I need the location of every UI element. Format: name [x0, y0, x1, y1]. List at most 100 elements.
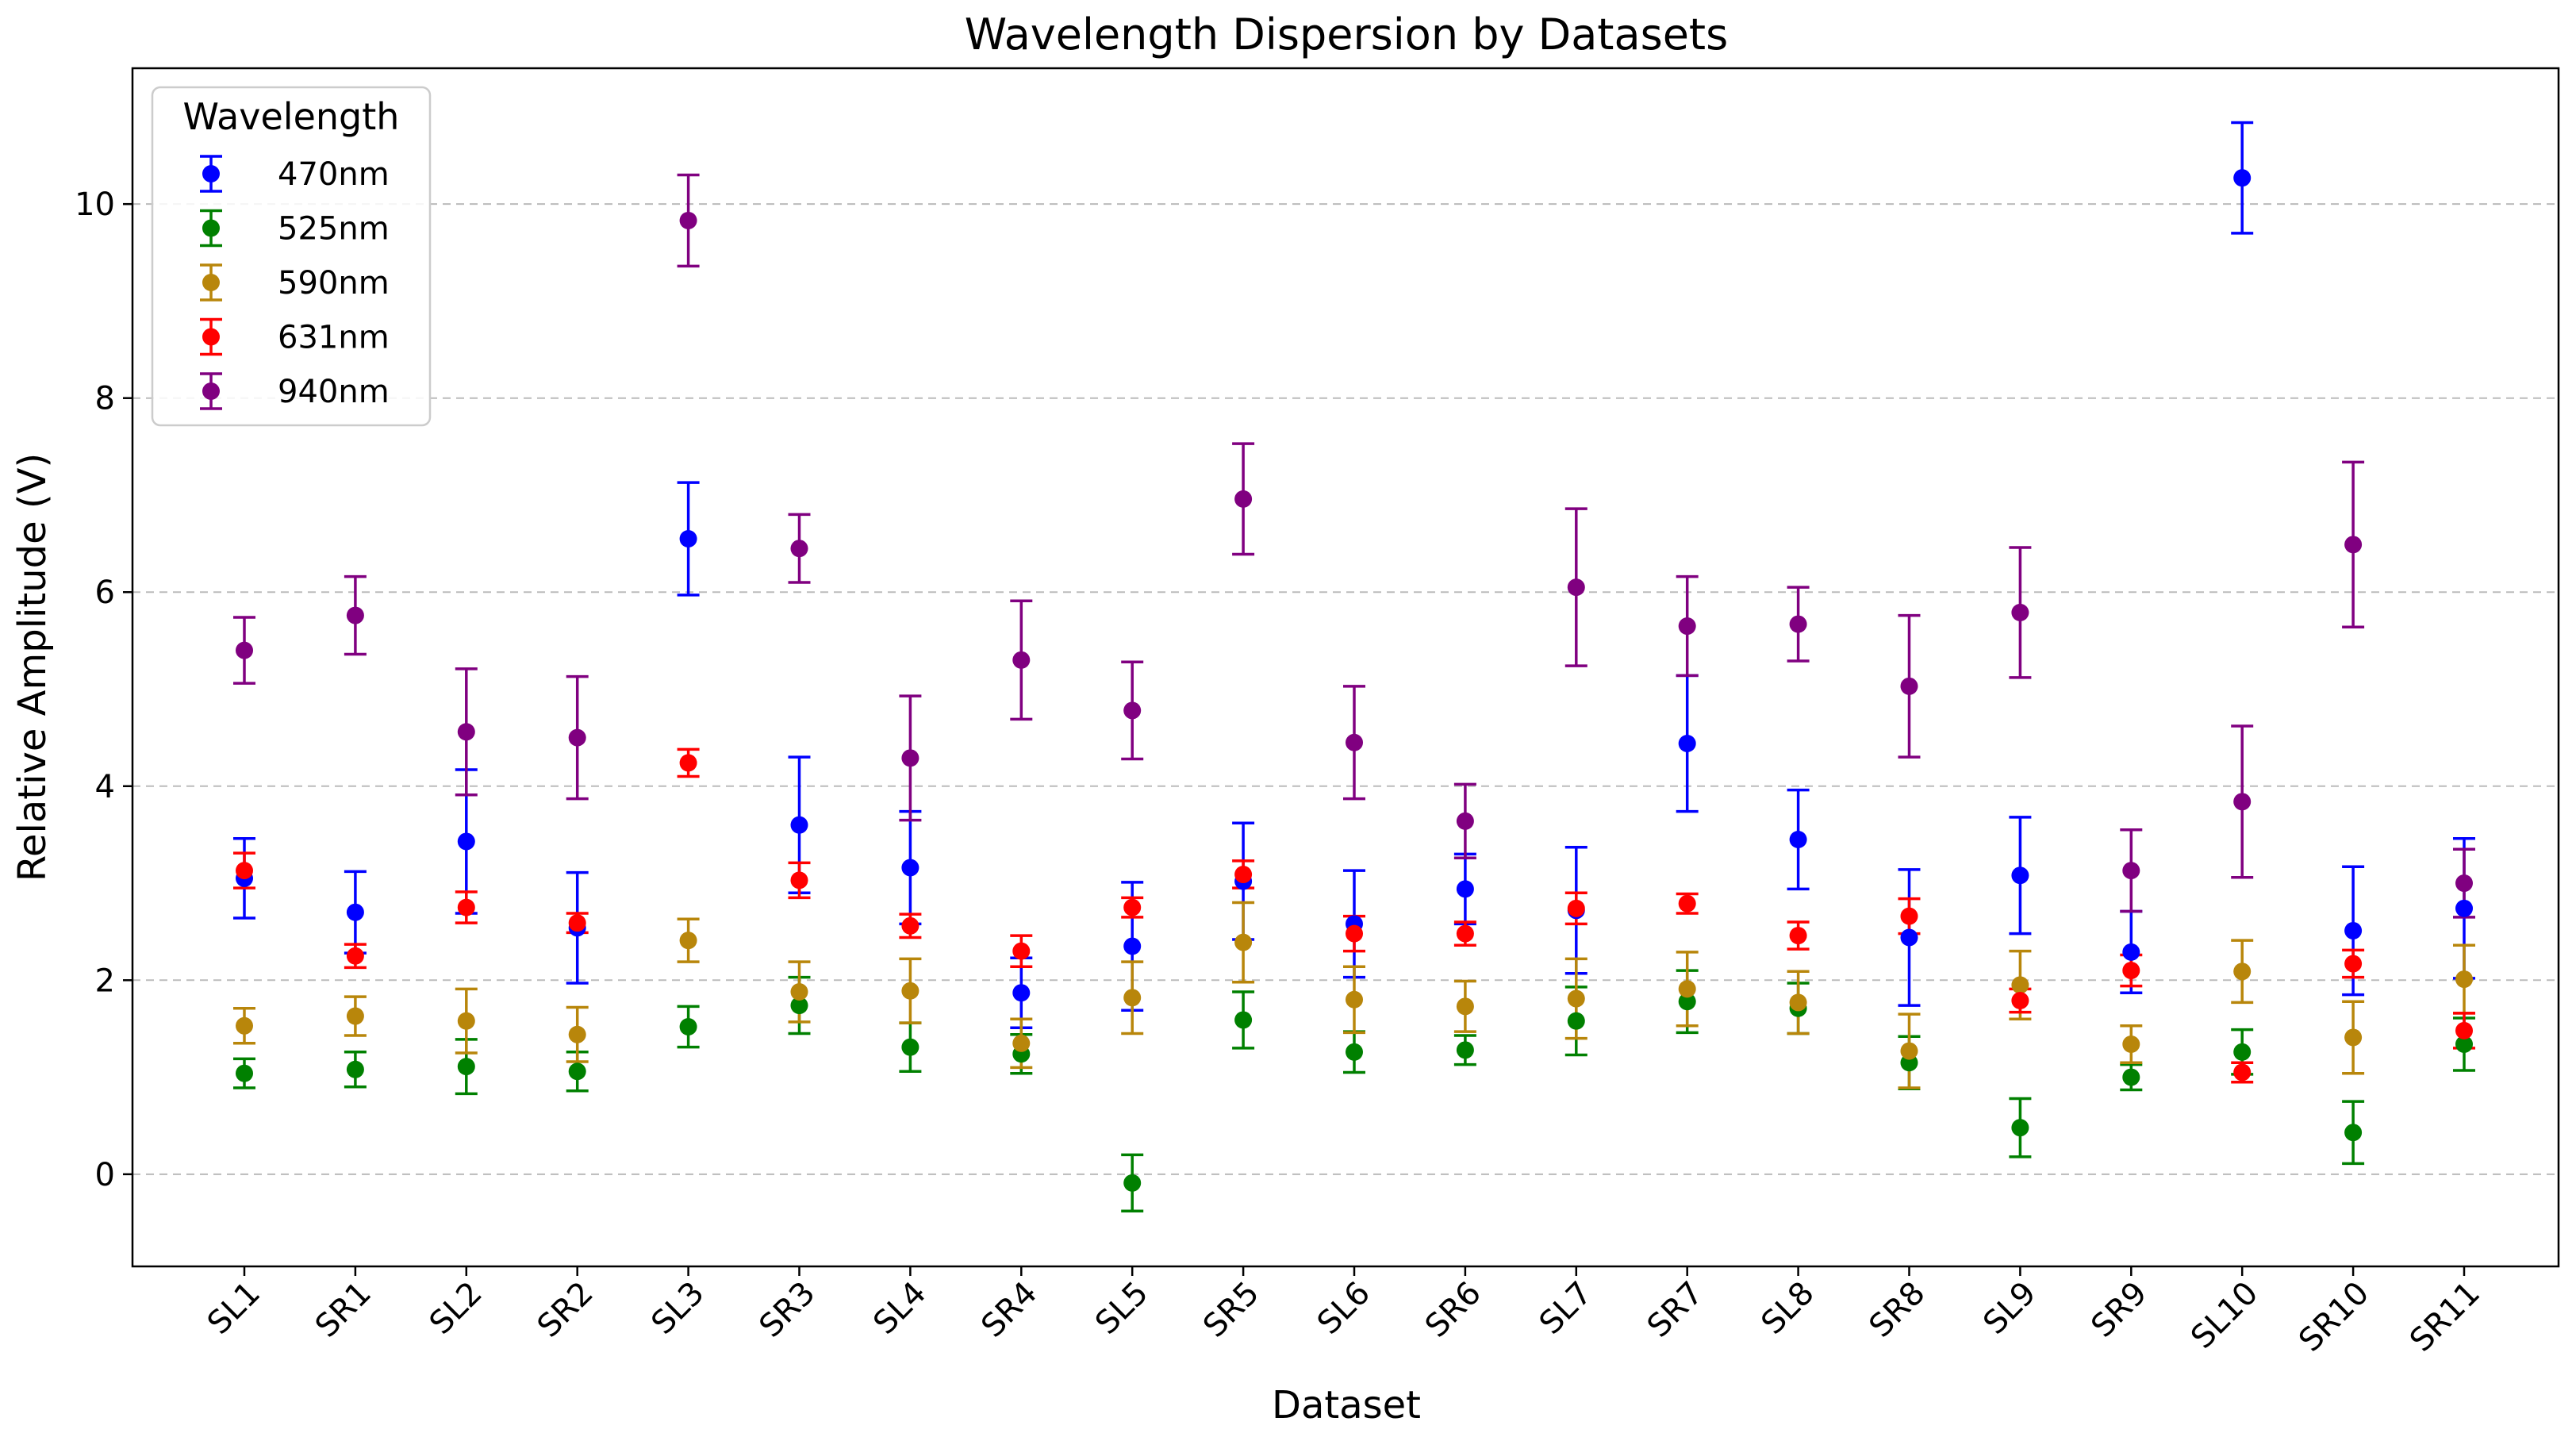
- legend-entry-470nm: 470nm: [200, 155, 390, 193]
- legend-title: Wavelength: [183, 95, 400, 138]
- point-470nm-sr3: [790, 816, 808, 834]
- point-940nm-sl4: [901, 749, 919, 767]
- point-590nm-sl10: [2233, 962, 2252, 981]
- point-470nm-sr9: [2122, 943, 2140, 961]
- point-470nm-sl3: [679, 529, 697, 548]
- point-525nm-sr10: [2344, 1124, 2363, 1142]
- point-631nm-sr6: [1456, 924, 1474, 943]
- point-470nm-sr7: [1678, 734, 1696, 752]
- legend-label: 470nm: [278, 156, 390, 193]
- y-tick-label: 0: [95, 1157, 115, 1193]
- point-940nm-sl8: [1789, 615, 1807, 633]
- point-631nm-sl1: [236, 862, 253, 880]
- point-590nm-sr2: [568, 1025, 586, 1043]
- legend-marker: [202, 219, 220, 237]
- legend-label: 525nm: [278, 211, 390, 248]
- point-590nm-sr6: [1456, 997, 1474, 1016]
- point-631nm-sl2: [457, 898, 475, 916]
- point-470nm-sl9: [2011, 866, 2029, 885]
- point-940nm-sr2: [568, 728, 586, 747]
- point-470nm-sl5: [1123, 937, 1142, 955]
- point-590nm-sr3: [790, 982, 808, 1001]
- point-525nm-sl2: [457, 1058, 475, 1076]
- y-axis-label: Relative Amplitude (V): [10, 453, 55, 882]
- point-940nm-sl9: [2011, 603, 2029, 621]
- point-470nm-sr4: [1012, 984, 1031, 1002]
- point-470nm-sl8: [1789, 831, 1807, 849]
- point-590nm-sr10: [2344, 1028, 2363, 1047]
- point-525nm-sr9: [2122, 1068, 2140, 1086]
- point-631nm-sr3: [790, 871, 808, 889]
- y-tick-label: 2: [95, 962, 115, 999]
- point-525nm-sl3: [679, 1018, 697, 1035]
- point-590nm-sl8: [1789, 993, 1807, 1012]
- point-631nm-sr10: [2344, 955, 2363, 973]
- point-590nm-sl2: [457, 1012, 475, 1030]
- legend-marker: [202, 274, 220, 291]
- point-631nm-sr4: [1012, 942, 1031, 960]
- point-525nm-sr6: [1456, 1041, 1474, 1059]
- point-631nm-sl10: [2233, 1063, 2252, 1082]
- point-940nm-sr6: [1456, 812, 1474, 830]
- legend-label: 940nm: [278, 374, 390, 410]
- point-525nm-sl7: [1567, 1012, 1585, 1030]
- point-590nm-sl6: [1346, 990, 1363, 1009]
- legend-box: [151, 86, 432, 427]
- legend-marker: [202, 165, 220, 183]
- point-590nm-sr8: [1900, 1042, 1918, 1060]
- legend-entries: 470nm 525nm 590nm 631nm 940nm: [200, 155, 390, 410]
- point-940nm-sr7: [1678, 617, 1696, 636]
- point-940nm-sl2: [457, 723, 475, 741]
- point-631nm-sl3: [679, 754, 697, 772]
- point-940nm-sr8: [1900, 677, 1918, 695]
- point-590nm-sr9: [2122, 1035, 2140, 1054]
- point-590nm-sr5: [1234, 933, 1253, 951]
- point-940nm-sl1: [236, 641, 253, 659]
- point-470nm-sr6: [1456, 880, 1474, 898]
- chart-title: Wavelength Dispersion by Datasets: [965, 10, 1728, 60]
- legend-marker: [202, 382, 220, 400]
- point-590nm-sl3: [679, 932, 697, 950]
- y-tick-label: 8: [95, 381, 115, 417]
- point-590nm-sl5: [1123, 989, 1142, 1007]
- point-470nm-sr10: [2344, 921, 2363, 939]
- legend-entry-631nm: 631nm: [200, 317, 390, 356]
- legend: Wavelength 470nm 525nm 590nm 631nm 940nm: [151, 86, 432, 427]
- point-940nm-sr9: [2122, 862, 2140, 880]
- point-590nm-sr11: [2455, 970, 2473, 989]
- point-940nm-sl10: [2233, 793, 2252, 811]
- point-525nm-sr7: [1678, 993, 1696, 1011]
- y-axis-ticks: 0 2 4 6 8 10: [75, 186, 132, 1193]
- point-940nm-sr3: [790, 540, 808, 558]
- legend-label: 590nm: [278, 265, 390, 302]
- point-590nm-sr1: [346, 1007, 364, 1025]
- point-470nm-sl2: [457, 832, 475, 851]
- point-940nm-sr5: [1234, 490, 1253, 508]
- point-590nm-sr7: [1678, 980, 1696, 998]
- point-590nm-sl1: [236, 1016, 253, 1035]
- point-940nm-sl5: [1123, 701, 1142, 720]
- point-631nm-sr5: [1234, 866, 1253, 884]
- point-631nm-sl4: [901, 916, 919, 935]
- x-axis-label: Dataset: [1272, 1383, 1421, 1427]
- point-940nm-sr10: [2344, 536, 2363, 554]
- point-470nm-sl10: [2233, 169, 2252, 187]
- legend-label: 631nm: [278, 320, 390, 356]
- point-631nm-sr9: [2122, 962, 2140, 980]
- point-631nm-sr8: [1900, 907, 1918, 925]
- point-525nm-sr1: [346, 1060, 364, 1078]
- point-631nm-sr2: [568, 914, 586, 932]
- y-tick-label: 4: [95, 769, 115, 805]
- point-525nm-sl6: [1346, 1043, 1363, 1061]
- legend-entry-940nm: 940nm: [200, 372, 390, 410]
- point-631nm-sr11: [2455, 1021, 2473, 1039]
- point-525nm-sl1: [236, 1064, 253, 1082]
- point-525nm-sr11: [2455, 1035, 2473, 1054]
- legend-entry-590nm: 590nm: [200, 263, 390, 302]
- point-525nm-sl5: [1123, 1174, 1142, 1192]
- point-525nm-sl10: [2233, 1043, 2252, 1061]
- point-590nm-sl9: [2011, 976, 2029, 994]
- point-590nm-sl4: [901, 982, 919, 1000]
